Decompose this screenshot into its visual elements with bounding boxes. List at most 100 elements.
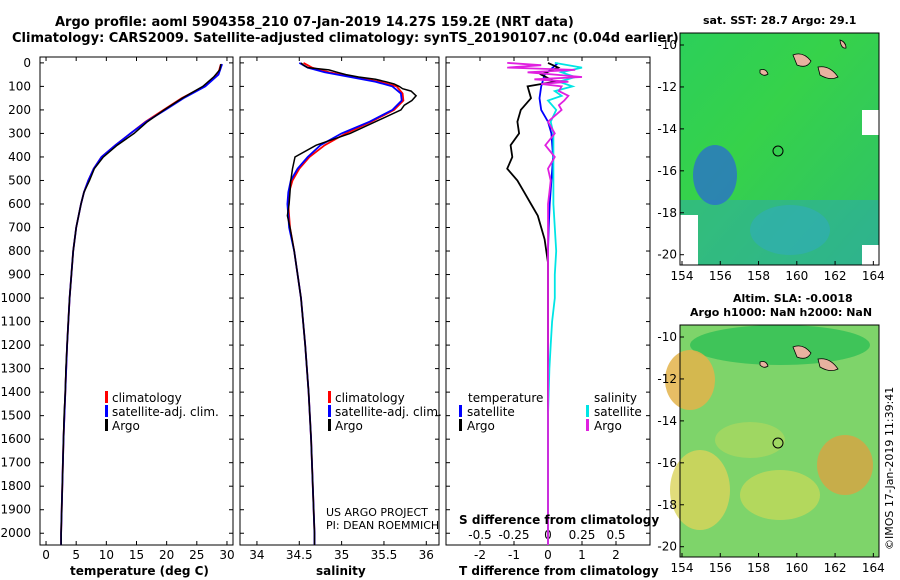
sst-map-title: sat. SST: 28.7 Argo: 29.1 [703,14,856,27]
x-tick-label: 5 [72,548,80,562]
legend-satellite-swatch [105,405,108,417]
legend-s-satellite-swatch [586,405,589,417]
lat-tick-label: -14 [657,414,677,428]
legend-climatology-swatch [105,391,108,403]
x-tick-label: -1 [508,548,520,562]
depth-tick-label: 300 [8,126,31,140]
lat-tick-label: -10 [657,330,677,344]
depth-tick-label: 500 [8,173,31,187]
lat-tick-label: -12 [657,80,677,94]
x-tick-label: 1 [578,548,586,562]
depth-tick-label: 1800 [0,479,31,493]
legend-s-argo-label: Argo [594,419,622,433]
imos-credit: ©IMOS 17-Jan-2019 11:39:41 [883,387,896,550]
argo-float-marker [772,145,784,157]
lon-tick-label: 158 [747,269,770,283]
s-tick-label: -0.25 [498,528,529,542]
depth-tick-label: 1200 [0,338,31,352]
lat-tick-label: -18 [657,498,677,512]
map-axes: 154 156 158 160 162 164 -10 -12 -14 -16 -18 -20 154 1… [657,32,885,575]
lon-tick-label: 158 [747,561,770,575]
lon-tick-label: 164 [862,269,885,283]
depth-tick-label: 1900 [0,503,31,517]
sal-legend: climatology satellite-adj. clim. Argo US… [326,391,442,532]
depth-tick-label: 1400 [0,385,31,399]
legend-climatology-label: climatology [335,391,405,405]
x-tick-label: 34 [249,548,264,562]
depth-tick-label: 1100 [0,315,31,329]
x-tick-label: -2 [474,548,486,562]
series-line-t-argo [506,62,561,545]
lat-tick-label: -18 [657,206,677,220]
legend-argo-swatch [105,419,108,431]
t-difference-axis-title: T difference from climatology [459,564,659,578]
diff-legend: temperature salinity satellite Argo sate… [459,391,659,527]
lon-tick-label: 162 [824,561,847,575]
series-line-s-argo [507,62,583,545]
x-tick-label: 2 [612,548,620,562]
lon-tick-label: 154 [671,269,694,283]
x-tick-label: 10 [99,548,114,562]
lon-tick-label: 156 [709,269,732,283]
x-tick-label: 30 [219,548,234,562]
x-tick-label: 34.5 [286,548,313,562]
depth-tick-label: 400 [8,150,31,164]
plot-frame [239,56,440,546]
s-difference-axis-title: S difference from climatology [459,513,659,527]
lat-tick-label: -10 [657,38,677,52]
legend-t-satellite-swatch [459,405,462,417]
legend-climatology-swatch [328,391,331,403]
s-tick-label: 0.5 [606,528,625,542]
x-tick-label: 0 [544,548,552,562]
depth-tick-label: 0 [23,56,31,70]
legend-t-argo-swatch [459,419,462,431]
depth-tick-label: 700 [8,221,31,235]
lat-tick-label: -16 [657,456,677,470]
depth-tick-label: 600 [8,197,31,211]
series-line-argo [286,62,418,545]
depth-tick-label: 1000 [0,291,31,305]
legend-salinity-title: salinity [594,391,637,405]
x-tick-label: 35.5 [371,548,398,562]
temp-legend: climatology satellite-adj. clim. Argo [105,391,219,433]
s-tick-label: -0.5 [468,528,491,542]
depth-tick-label: 800 [8,244,31,258]
x-tick-label: 20 [159,548,174,562]
argo-float-marker [772,437,784,449]
map-frame [679,32,880,266]
header-line-1: Argo profile: aoml 5904358_210 07-Jan-20… [55,15,574,30]
project-credit-line-2: PI: DEAN ROEMMICH [326,519,439,532]
lon-tick-label: 160 [785,269,808,283]
lon-tick-label: 164 [862,561,885,575]
lon-tick-label: 160 [785,561,808,575]
legend-t-satellite-label: satellite [467,405,515,419]
header-line-2: Climatology: CARS2009. Satellite-adjuste… [12,31,679,46]
legend-argo-label: Argo [335,419,363,433]
panel-0: 0 5 10 15 20 25 30 [39,56,235,562]
legend-s-argo-swatch [586,419,589,431]
sst-map [680,33,879,265]
depth-tick-label: 1300 [0,362,31,376]
sla-map-title-2: Argo h1000: NaN h2000: NaN [690,306,872,319]
lon-tick-label: 162 [824,269,847,283]
x-tick-label: 0 [42,548,50,562]
legend-argo-swatch [328,419,331,431]
panel-1: 34 34.5 35 35.5 36 [239,56,440,562]
lon-tick-label: 154 [671,561,694,575]
legend-t-argo-label: Argo [467,419,495,433]
depth-tick-label: 2000 [0,526,31,540]
depth-tick-label: 200 [8,103,31,117]
depth-axis-labels: 0 100 200 300 400 500 600 700 800 900 1000 1100 1200… [0,56,31,540]
lat-tick-label: -14 [657,122,677,136]
s-tick-label: 0.25 [569,528,596,542]
legend-satellite-label: satellite-adj. clim. [335,405,442,419]
legend-s-satellite-label: satellite [594,405,642,419]
map-frame [679,324,880,558]
legend-climatology-label: climatology [112,391,182,405]
project-credit-line-1: US ARGO PROJECT [326,506,428,519]
depth-tick-label: 1700 [0,456,31,470]
legend-satellite-label: satellite-adj. clim. [112,405,219,419]
depth-tick-label: 100 [8,79,31,93]
temperature-axis-title: temperature (deg C) [70,564,209,578]
